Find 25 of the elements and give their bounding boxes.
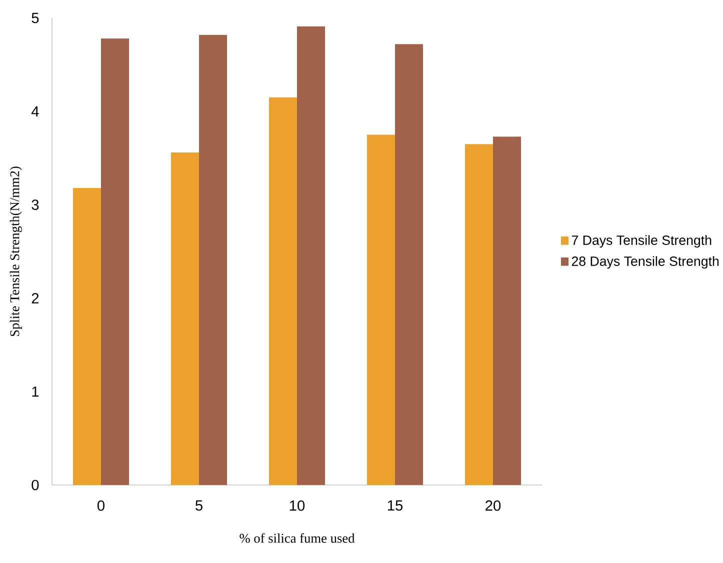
bar (493, 136, 521, 485)
bar (395, 44, 423, 485)
x-axis-title: % of silica fume used (240, 533, 355, 543)
bar (297, 26, 326, 485)
x-tick-label: 10 (290, 500, 305, 511)
y-tick-label: 4 (31, 106, 39, 116)
y-tick-label: 3 (32, 200, 39, 210)
x-tick-label: 20 (486, 500, 501, 511)
y-tick-label: 0 (32, 480, 39, 490)
x-tick-label: 5 (196, 500, 202, 511)
legend-label: 28 Days Tensile Strength (572, 256, 719, 269)
y-tick-label: 5 (32, 12, 39, 24)
legend-label: 7 Days Tensile Strength (572, 235, 712, 248)
bar (199, 34, 227, 485)
bar (73, 188, 102, 485)
bar (269, 97, 298, 485)
y-tick-label: 1 (32, 386, 39, 397)
y-axis-title: Splite Tensile Strength(N/mm2) (10, 166, 22, 336)
x-tick-label: 0 (97, 500, 104, 511)
y-tick-label: 2 (32, 293, 39, 304)
bar (465, 144, 493, 485)
x-tick-label: 15 (388, 500, 403, 511)
bar (367, 134, 395, 485)
bar (101, 38, 130, 485)
bar (171, 152, 199, 485)
